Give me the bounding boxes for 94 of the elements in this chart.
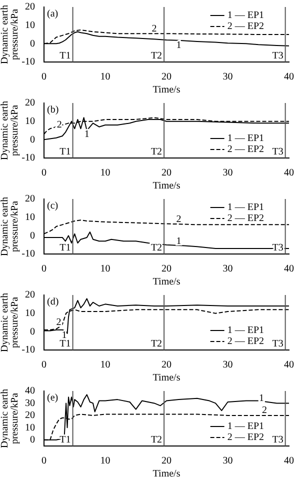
legend-label: 2 — EP2 xyxy=(227,144,264,156)
ref-line-label: T2 xyxy=(150,338,162,350)
annotation: 1 xyxy=(176,40,182,52)
y-tick-label: -10 xyxy=(22,56,35,68)
y-tick-label: -10 xyxy=(22,152,35,164)
y-tick-label: -10 xyxy=(22,248,35,260)
x-tick-label: 10 xyxy=(100,72,110,83)
y-tick-label: -10 xyxy=(22,344,35,356)
annotation: (b) xyxy=(47,104,59,116)
y-tick-label: 40 xyxy=(25,386,35,397)
annotation: 2 xyxy=(152,24,157,35)
x-tick-label: 0 xyxy=(42,456,46,467)
x-tick-label: 0 xyxy=(42,72,46,83)
x-tick-label: 20 xyxy=(162,360,172,371)
annotation: (a) xyxy=(47,8,58,20)
legend-label: 2 — EP2 xyxy=(227,21,264,32)
y-axis-title: Dynamic earth pressure/kPa xyxy=(0,292,21,352)
x-tick-label: 20 xyxy=(162,72,172,83)
y-tick-label: 20 xyxy=(25,2,35,13)
y-tick-label: 20 xyxy=(25,290,35,301)
legend-label: 1 — EP1 xyxy=(227,202,264,214)
ref-line-label: T3 xyxy=(272,434,284,446)
x-tick-label: 40 xyxy=(284,360,294,371)
y-tick-label: 30 xyxy=(25,398,35,409)
y-tick-label: 20 xyxy=(25,98,35,109)
x-tick-label: 20 xyxy=(162,264,172,275)
x-tick-label: 40 xyxy=(284,456,294,467)
annotation: 2 xyxy=(176,214,182,225)
x-tick-label: 10 xyxy=(100,264,110,275)
legend-label: 1 — EP1 xyxy=(227,133,264,144)
y-axis-title: Dynamic earth pressure/kPa xyxy=(0,4,21,64)
x-axis-title: Time/s xyxy=(152,372,180,384)
x-tick-label: 10 xyxy=(100,456,110,467)
legend-label: 1 — EP1 xyxy=(227,421,264,432)
legend-label: 2 — EP2 xyxy=(227,432,264,444)
x-tick-label: 30 xyxy=(222,168,233,179)
y-tick-label: 0 xyxy=(30,38,35,50)
annotation: (d) xyxy=(47,296,59,308)
x-axis-title: Time/s xyxy=(152,468,180,480)
annotation: 1 xyxy=(176,236,182,247)
x-tick-label: 40 xyxy=(284,168,294,179)
ref-line-label: T3 xyxy=(272,146,284,158)
y-tick-label: 10 xyxy=(25,20,35,31)
ref-line-label: T1 xyxy=(60,146,71,158)
x-tick-label: 30 xyxy=(222,456,233,467)
x-tick-label: 0 xyxy=(42,264,46,275)
ref-line-label: T3 xyxy=(272,338,284,350)
x-axis-title: Time/s xyxy=(152,180,180,192)
x-axis-title: Time/s xyxy=(152,276,180,288)
y-tick-label: 0 xyxy=(30,326,35,338)
annotation: (c) xyxy=(47,200,58,212)
ref-line-label: T1 xyxy=(60,434,71,446)
ref-line-label: T1 xyxy=(60,338,71,350)
legend-label: 2 — EP2 xyxy=(227,213,264,224)
x-tick-label: 10 xyxy=(100,168,110,179)
y-tick-label: 10 xyxy=(25,308,35,319)
ref-line-label: T2 xyxy=(150,434,162,446)
legend-label: 1 — EP1 xyxy=(227,10,264,22)
y-tick-label: 10 xyxy=(25,116,35,127)
ref-line-label: T2 xyxy=(150,146,162,158)
y-axis-title: Dynamic earth pressure/kPa xyxy=(0,388,21,448)
x-tick-label: 40 xyxy=(284,264,294,275)
ref-line-label: T2 xyxy=(150,242,162,254)
ref-line-label: T1 xyxy=(60,242,71,254)
y-tick-label: 0 xyxy=(30,434,35,446)
x-tick-label: 20 xyxy=(162,456,172,467)
legend-label: 2 — EP2 xyxy=(227,336,264,348)
x-tick-label: 30 xyxy=(222,264,233,275)
x-axis-title: Time/s xyxy=(152,84,180,96)
annotation: 1 xyxy=(84,128,90,140)
y-tick-label: 10 xyxy=(25,422,35,434)
y-tick-label: 20 xyxy=(25,410,35,422)
annotation: 1 xyxy=(62,330,67,341)
x-tick-label: 40 xyxy=(284,72,294,83)
y-tick-label: 0 xyxy=(30,230,35,242)
y-tick-label: 0 xyxy=(30,134,35,146)
annotation: 2 xyxy=(262,405,267,416)
y-axis-title: Dynamic earth pressure/kPa xyxy=(0,196,21,256)
y-tick-label: 10 xyxy=(25,212,35,223)
x-tick-label: 30 xyxy=(222,360,233,371)
x-tick-label: 0 xyxy=(42,168,46,179)
ref-line-label: T2 xyxy=(150,50,162,62)
y-axis-title: Dynamic earth pressure/kPa xyxy=(0,100,21,160)
x-tick-label: 0 xyxy=(42,360,46,371)
y-tick-label: 20 xyxy=(25,194,35,205)
legend-label: 1 — EP1 xyxy=(227,325,264,336)
ref-line-label: T1 xyxy=(60,50,71,62)
x-tick-label: 10 xyxy=(100,360,110,371)
annotation: 2 xyxy=(56,120,62,131)
x-tick-label: 30 xyxy=(222,72,233,83)
annotation: 2 xyxy=(56,317,62,328)
x-tick-label: 20 xyxy=(162,168,172,179)
ref-line-label: T3 xyxy=(272,50,284,62)
annotation: (e) xyxy=(47,392,58,404)
